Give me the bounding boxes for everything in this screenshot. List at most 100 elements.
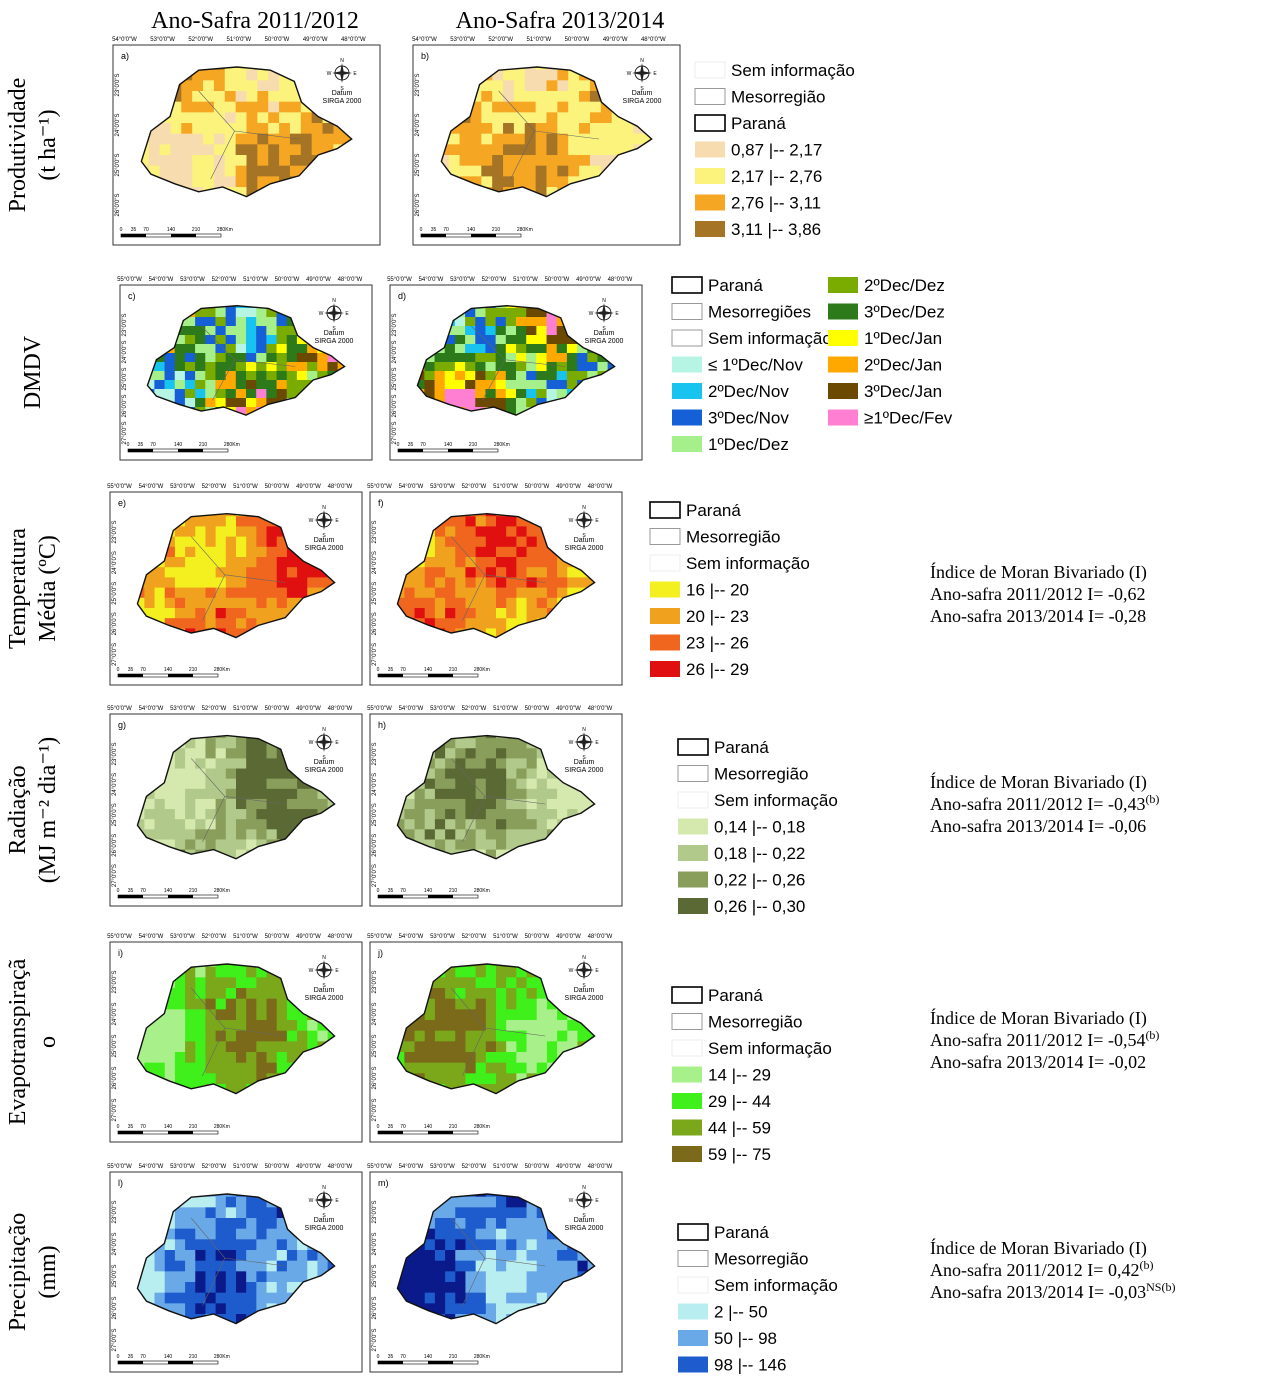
map-cell xyxy=(547,809,558,820)
map-cell xyxy=(216,748,227,759)
map-cell xyxy=(486,1031,497,1042)
map-cell xyxy=(165,353,176,363)
map-cell xyxy=(214,144,225,155)
map-cell xyxy=(160,155,171,166)
scale-label: 0 xyxy=(117,1124,120,1130)
map-cell xyxy=(425,557,436,568)
map-cell xyxy=(155,1250,166,1261)
map-cell xyxy=(144,809,155,820)
scale-bar-fill xyxy=(118,674,143,677)
map-cell xyxy=(175,389,186,399)
map-cell xyxy=(536,335,547,345)
map-cell xyxy=(492,112,503,123)
scale-bar-fill xyxy=(118,1361,143,1364)
map-cell xyxy=(516,999,527,1010)
map-cell xyxy=(246,748,257,759)
legend-label: 2 |-- 50 xyxy=(714,1303,768,1322)
moran-text: Ano-safra 2011/2012 I= -0,54(b) xyxy=(930,1028,1159,1050)
map-cell xyxy=(236,335,247,345)
map-cell xyxy=(455,389,466,399)
legend-label: 98 |-- 146 xyxy=(714,1356,786,1375)
map-cell xyxy=(287,588,298,599)
map-cell xyxy=(476,758,487,769)
map-cell xyxy=(516,748,527,759)
map-cell xyxy=(205,1293,216,1304)
map-cell xyxy=(185,758,196,769)
lon-label: 54°0'0"W xyxy=(139,1164,164,1170)
lat-label: 27°0'0"S xyxy=(372,864,378,887)
scale-label: 140 xyxy=(467,227,476,233)
map-cell xyxy=(435,1063,446,1074)
map-cell xyxy=(455,335,466,345)
map-cell xyxy=(516,977,527,988)
map-cell xyxy=(155,588,166,599)
map-cell xyxy=(526,317,537,327)
map-cell xyxy=(567,577,578,588)
lat-label: 26°0'0"S xyxy=(112,834,118,857)
lon-label: 55°0'0"W xyxy=(367,484,392,490)
map-cell xyxy=(476,526,487,537)
map-cell xyxy=(435,1218,446,1229)
lon-label: 48°0'0"W xyxy=(338,277,363,283)
map-cell xyxy=(579,144,590,155)
map-cell xyxy=(185,353,196,363)
lon-label: 50°0'0"W xyxy=(565,37,590,43)
scale-label: 35 xyxy=(138,442,144,448)
map-cell xyxy=(527,999,538,1010)
map-cell xyxy=(455,1218,466,1229)
scale-bar-fill xyxy=(428,1131,453,1134)
map-cell xyxy=(506,1009,517,1020)
legend-label: 16 |-- 20 xyxy=(686,581,749,600)
panel-letter: h) xyxy=(378,720,386,730)
legend-label: Paraná xyxy=(708,276,763,295)
map-cell xyxy=(195,977,206,988)
map-cell xyxy=(475,362,486,372)
map-cell xyxy=(267,588,278,599)
map-cell xyxy=(547,779,558,790)
map-cell xyxy=(496,1031,507,1042)
map-cell xyxy=(496,1197,507,1208)
map-cell xyxy=(257,134,268,145)
map-cell xyxy=(181,91,192,102)
map-cell xyxy=(195,1031,206,1042)
map-cell xyxy=(185,598,196,609)
map-cell xyxy=(514,80,525,91)
map-cell xyxy=(496,371,507,381)
map-cell xyxy=(205,1207,216,1218)
datum: Datum xyxy=(324,330,345,337)
map-cell xyxy=(256,1041,267,1052)
map-cell xyxy=(445,1052,456,1063)
map-cell xyxy=(236,326,247,336)
map-cell xyxy=(404,577,415,588)
map-cell xyxy=(203,144,214,155)
map-cell xyxy=(195,398,206,408)
map-cell xyxy=(165,371,176,381)
map-cell xyxy=(465,829,476,840)
map-cell xyxy=(236,738,247,749)
map-cell xyxy=(185,557,196,568)
map-cell xyxy=(185,779,196,790)
map-cell xyxy=(435,758,446,769)
legend-label: 44 |-- 59 xyxy=(708,1119,771,1138)
map-cell xyxy=(465,547,476,558)
map-cell xyxy=(277,1250,288,1261)
scale-label: 70 xyxy=(443,227,449,233)
map-cell xyxy=(557,1250,568,1261)
map-cell xyxy=(506,1031,517,1042)
map-cell xyxy=(445,789,456,800)
map-cell xyxy=(144,598,155,609)
map-cell xyxy=(415,809,426,820)
map-cell xyxy=(445,380,456,390)
moran-line: Índice de Moran Bivariado (I) xyxy=(930,771,1147,793)
legend-swatch xyxy=(650,661,680,677)
map-cell xyxy=(226,738,237,749)
map-cell xyxy=(246,567,257,578)
map-cell xyxy=(525,166,536,177)
map-cell xyxy=(435,547,446,558)
map-cell xyxy=(527,758,538,769)
map-cell xyxy=(485,353,496,363)
map-cell xyxy=(506,1020,517,1031)
scale-label: 35 xyxy=(388,1354,394,1360)
map-cell xyxy=(486,537,497,548)
map-cell xyxy=(170,144,181,155)
